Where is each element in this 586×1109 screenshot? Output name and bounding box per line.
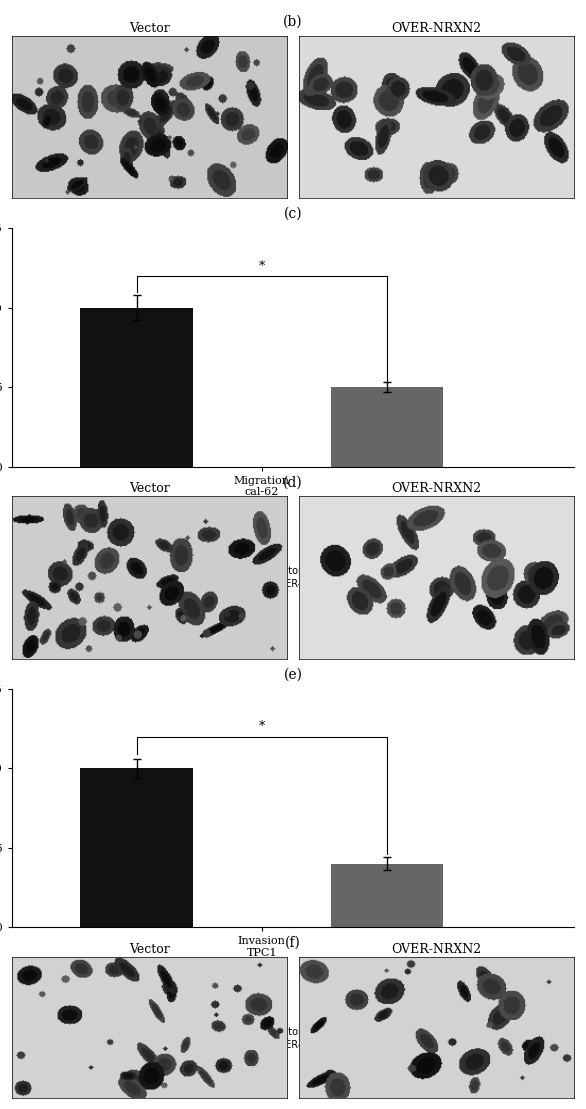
Text: (e): (e) [284,668,302,682]
Title: Vector: Vector [130,21,170,34]
Bar [331,387,443,467]
Bar [331,864,443,927]
Text: (f): (f) [285,936,301,950]
Text: (d): (d) [283,476,303,489]
Legend: Vector, OVER-NRXN2: Vector, OVER-NRXN2 [246,1022,340,1054]
Text: *: * [258,260,265,273]
Title: Vector: Vector [130,943,170,956]
Text: (c): (c) [284,207,302,221]
Title: OVER-NRXN2: OVER-NRXN2 [391,21,482,34]
Title: Vector: Vector [130,482,170,496]
Text: *: * [258,721,265,733]
Legend: Vector, OVER-NRXN2: Vector, OVER-NRXN2 [246,562,340,592]
Bar [80,769,193,927]
Text: (b): (b) [283,14,303,29]
Title: OVER-NRXN2: OVER-NRXN2 [391,482,482,496]
Bar [80,307,193,467]
Title: OVER-NRXN2: OVER-NRXN2 [391,943,482,956]
